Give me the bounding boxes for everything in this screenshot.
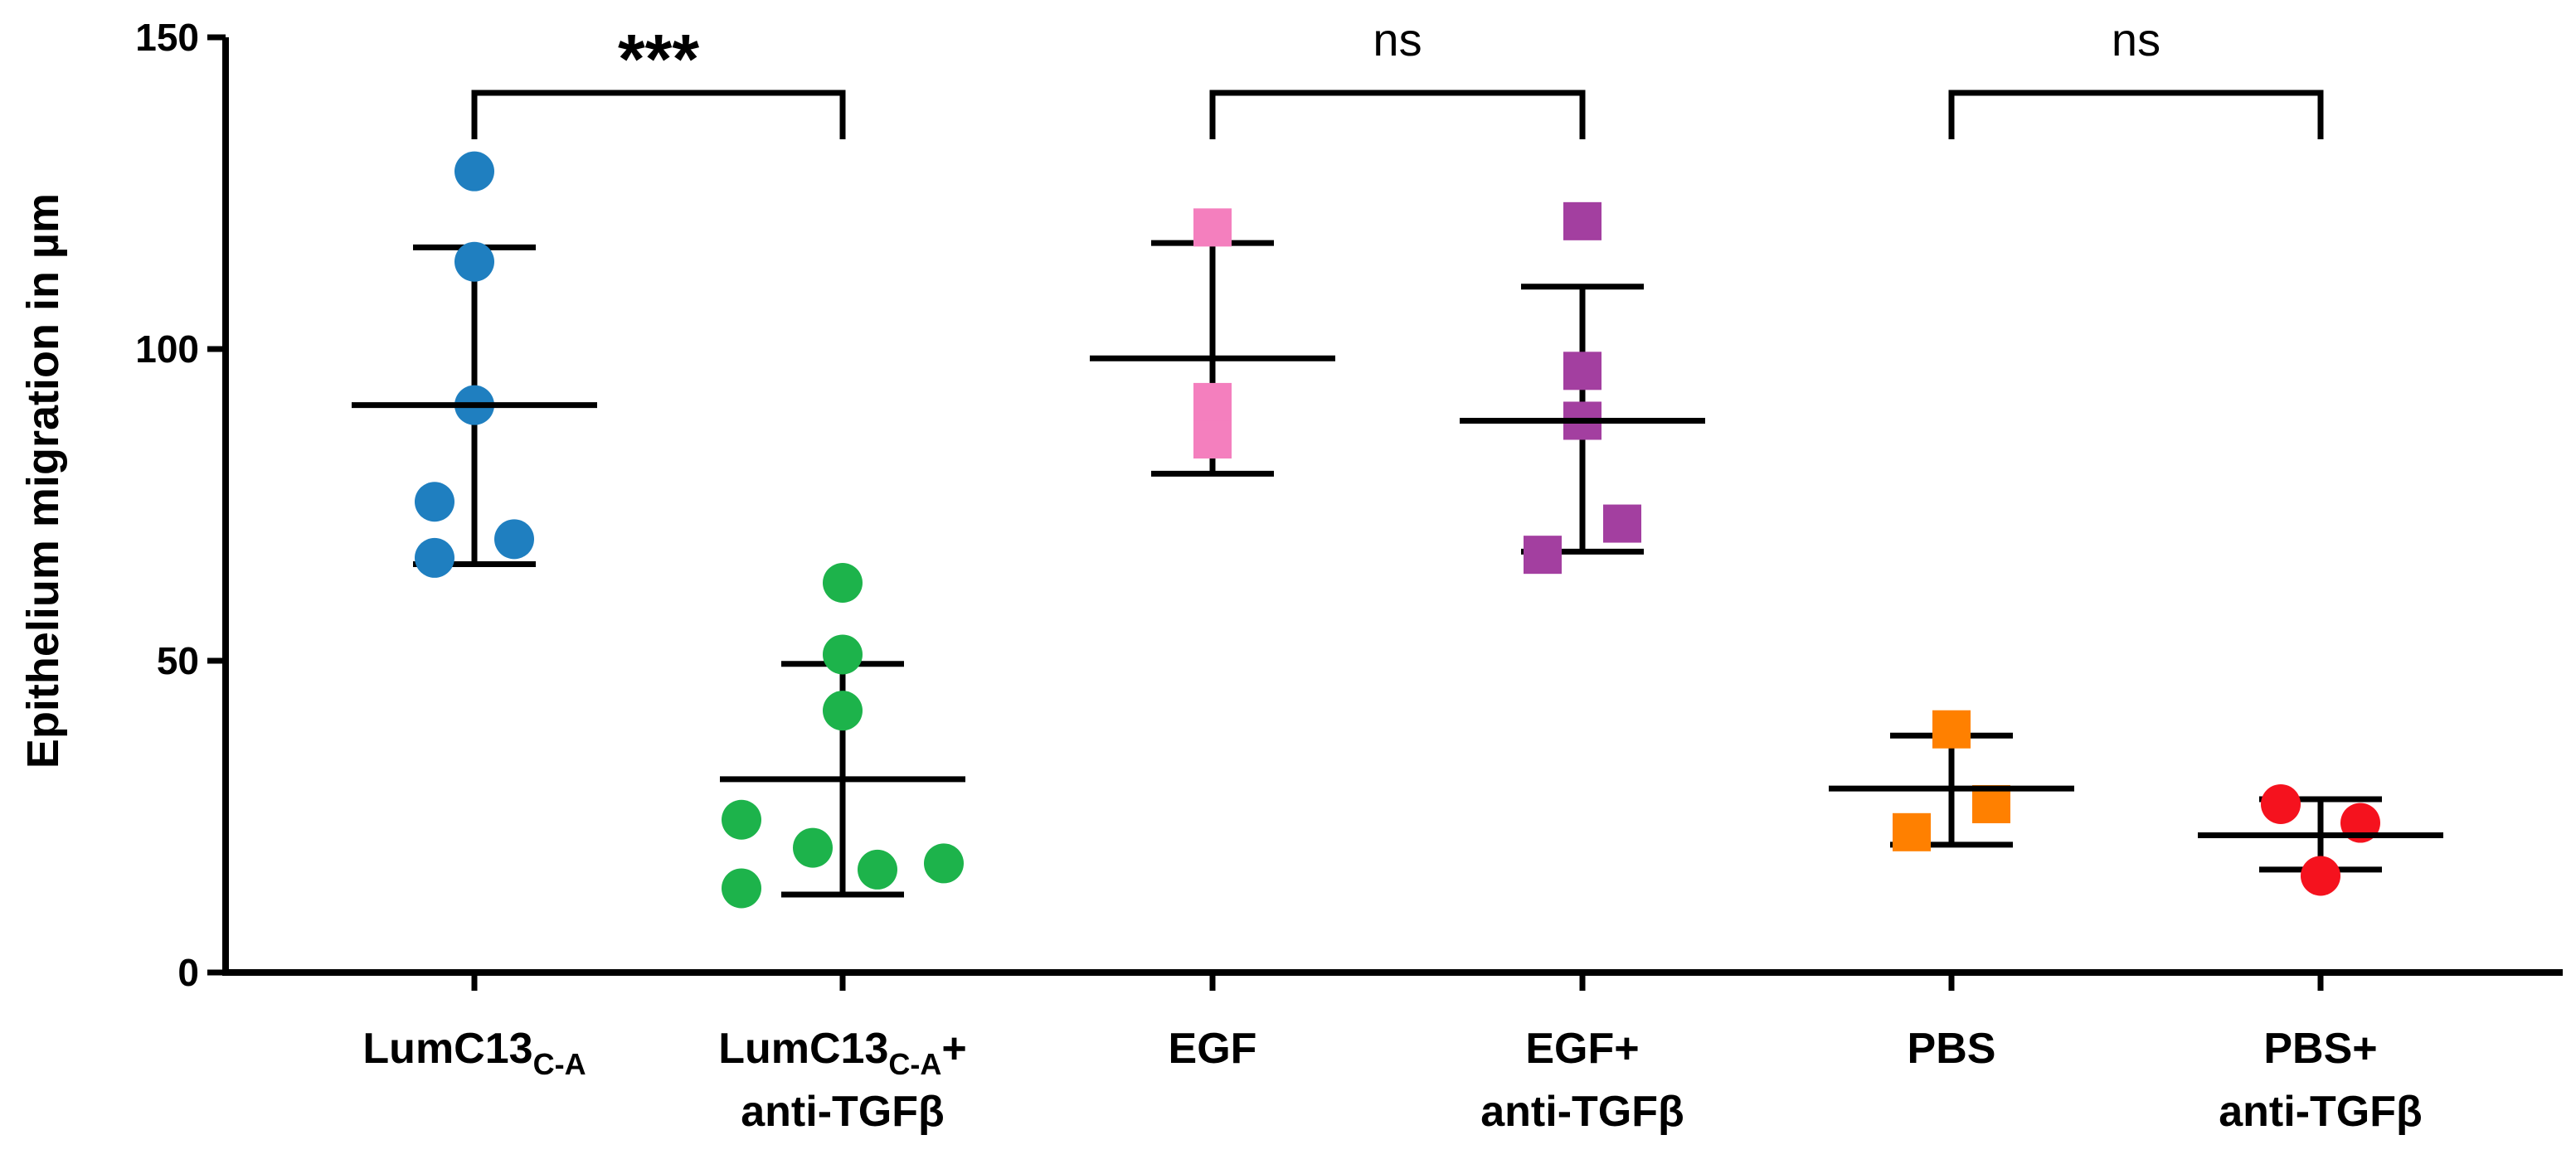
data-point: [1603, 504, 1641, 543]
category-label: EGF: [1169, 1025, 1257, 1073]
data-point: [823, 634, 863, 675]
data-point: [793, 827, 833, 868]
category-label-subscript: C-A: [888, 1047, 941, 1081]
group-g3: [1090, 208, 1335, 477]
data-point: [454, 151, 494, 192]
data-point: [454, 241, 494, 282]
data-point: [1563, 201, 1601, 240]
category-label-main: PBS+: [2263, 1025, 2377, 1073]
data-point: [494, 519, 534, 560]
data-marks: [352, 151, 2443, 909]
data-point: [1193, 208, 1232, 247]
data-point: [415, 482, 454, 522]
category-label: LumC13C-A: [362, 1025, 586, 1081]
y-tick-label: 50: [157, 639, 199, 682]
category-label-main: EGF: [1169, 1025, 1257, 1073]
data-point: [823, 563, 863, 603]
data-point: [1893, 812, 1931, 851]
y-axis-title: Epithelium migration in µm: [18, 193, 68, 769]
data-point: [2301, 856, 2340, 896]
significance-label: ns: [1373, 13, 1422, 65]
category-label-main: LumC13: [718, 1025, 888, 1073]
significance-label: ns: [2112, 13, 2160, 65]
group-g6: [2198, 783, 2443, 896]
category-label: PBS+: [2263, 1025, 2377, 1073]
data-point: [1524, 536, 1562, 575]
significance-label: ***: [618, 20, 699, 98]
data-point: [415, 537, 454, 578]
category-label: LumC13C-A+: [718, 1025, 967, 1081]
category-label-main: EGF+: [1525, 1025, 1639, 1073]
data-point: [1563, 352, 1601, 390]
data-point: [722, 799, 761, 840]
data-point: [2261, 783, 2301, 824]
category-label: EGF+: [1525, 1025, 1639, 1073]
group-g5: [1829, 710, 2074, 851]
category-label-suffix: +: [941, 1025, 966, 1073]
data-point: [1193, 382, 1232, 421]
category-label-line2: anti-TGFβ: [741, 1088, 944, 1136]
comparison-bracket: [471, 90, 846, 139]
data-point: [1932, 710, 1971, 749]
comparisons: *** ns ns: [471, 13, 2324, 139]
group-g4: [1460, 201, 1705, 575]
y-tick-label: 0: [177, 951, 199, 994]
comparison-bracket: [1948, 90, 2324, 139]
data-point: [924, 843, 964, 884]
comparison-bracket: [1209, 90, 1586, 139]
group-g1: [352, 151, 597, 578]
y-tick-label: 100: [135, 327, 199, 371]
y-tick-label: 150: [135, 16, 199, 59]
data-point: [823, 691, 863, 731]
data-point: [858, 849, 897, 890]
data-point: [722, 868, 761, 909]
axes: 0 50 100 150: [135, 16, 2563, 994]
category-label-main: PBS: [1908, 1025, 1996, 1073]
category-label-subscript: C-A: [533, 1047, 586, 1081]
category-label-line2: anti-TGFβ: [2219, 1088, 2422, 1136]
category-label-main: LumC13: [362, 1025, 532, 1073]
category-label: PBS: [1908, 1025, 1996, 1073]
group-g2: [720, 563, 965, 909]
data-point: [1193, 420, 1232, 459]
category-label-line2: anti-TGFβ: [1480, 1088, 1684, 1136]
